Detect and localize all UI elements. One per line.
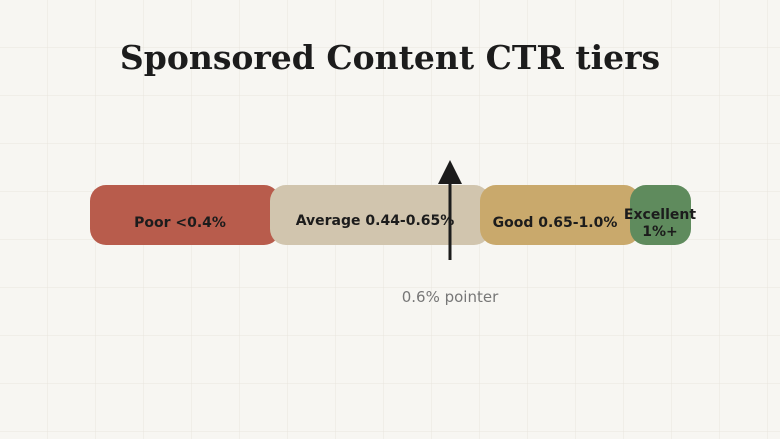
tier-label: Good 0.65-1.0% bbox=[493, 215, 618, 231]
pointer-label: 0.6% pointer bbox=[402, 288, 499, 306]
tier-excellent bbox=[630, 185, 691, 245]
tier-poor bbox=[90, 185, 280, 245]
pointer-head bbox=[438, 160, 462, 184]
tier-average bbox=[270, 185, 490, 245]
tier-label: Excellent bbox=[624, 207, 696, 223]
tier-label: 1%+ bbox=[642, 224, 678, 240]
tier-label: Average 0.44-0.65% bbox=[296, 213, 455, 229]
tier-label: Poor <0.4% bbox=[134, 215, 226, 231]
title: Sponsored Content CTR tiers bbox=[120, 38, 660, 77]
tier-good bbox=[480, 185, 640, 245]
